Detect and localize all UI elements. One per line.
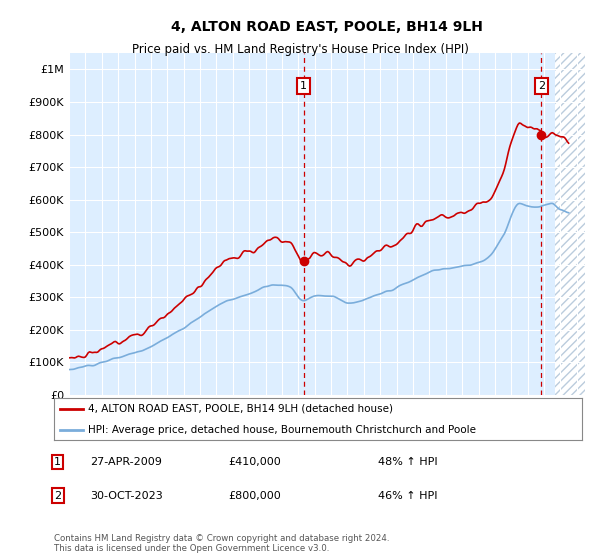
Text: 4, ALTON ROAD EAST, POOLE, BH14 9LH (detached house): 4, ALTON ROAD EAST, POOLE, BH14 9LH (det… [88,404,394,414]
Text: 46% ↑ HPI: 46% ↑ HPI [378,491,437,501]
Text: Contains HM Land Registry data © Crown copyright and database right 2024.
This d: Contains HM Land Registry data © Crown c… [54,534,389,553]
Text: £410,000: £410,000 [228,457,281,467]
Text: 27-APR-2009: 27-APR-2009 [90,457,162,467]
Polygon shape [555,53,585,395]
Text: 1: 1 [54,457,61,467]
Text: HPI: Average price, detached house, Bournemouth Christchurch and Poole: HPI: Average price, detached house, Bour… [88,426,476,435]
Text: 2: 2 [54,491,61,501]
Text: 30-OCT-2023: 30-OCT-2023 [90,491,163,501]
Text: 48% ↑ HPI: 48% ↑ HPI [378,457,437,467]
Text: 2: 2 [538,81,545,91]
Text: 1: 1 [300,81,307,91]
Text: Price paid vs. HM Land Registry's House Price Index (HPI): Price paid vs. HM Land Registry's House … [131,43,469,56]
Title: 4, ALTON ROAD EAST, POOLE, BH14 9LH: 4, ALTON ROAD EAST, POOLE, BH14 9LH [171,20,483,34]
Text: £800,000: £800,000 [228,491,281,501]
